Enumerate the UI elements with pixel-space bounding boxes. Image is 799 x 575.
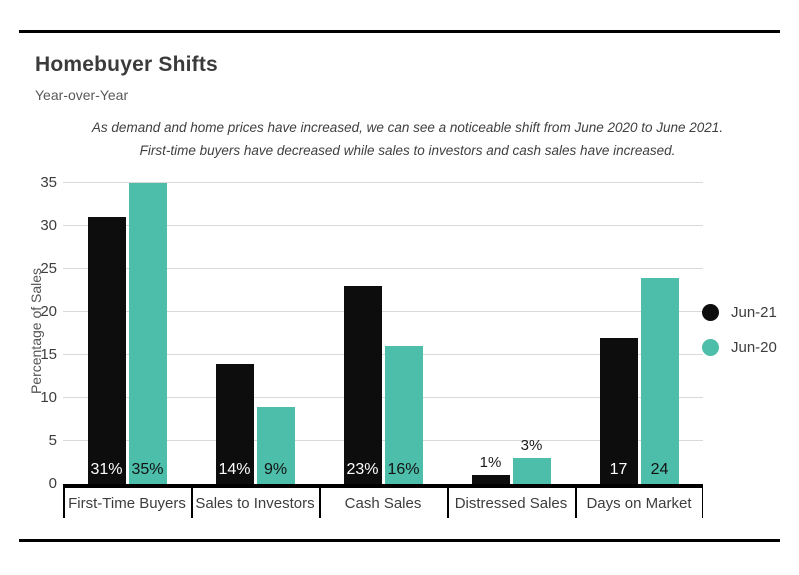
- category-label: Sales to Investors: [195, 495, 315, 512]
- y-tick-label-10: 10: [40, 389, 57, 406]
- bar-jun-20: 3%: [512, 437, 551, 484]
- legend-label: Jun-20: [731, 338, 777, 356]
- y-tick-label-20: 20: [40, 303, 57, 320]
- bar-value-label: 3%: [520, 437, 543, 455]
- y-tick-label-0: 0: [48, 475, 57, 492]
- category-label: Days on Market: [586, 495, 692, 512]
- bar-value-label: 23%: [346, 461, 379, 478]
- legend-swatch-icon: [702, 303, 719, 321]
- bar-value-label: 31%: [90, 461, 123, 478]
- legend-swatch-icon: [702, 338, 719, 356]
- plot-area: 0 5 10 15 20 25 30 35 First-Time Buyers Sales to …: [40, 175, 703, 518]
- bar-jun-20: 16%: [384, 346, 423, 484]
- bar-jun-21: 14%: [215, 363, 254, 484]
- bar-jun-21: 23%: [343, 286, 382, 484]
- annotation-line-2: First-time buyers have decreased while s…: [139, 143, 676, 158]
- y-tick-label-35: 35: [40, 174, 57, 191]
- bar-value-label: 1%: [479, 454, 502, 472]
- bar-jun-21: 1%: [471, 454, 510, 484]
- bottom-divider-rule: [19, 539, 780, 542]
- y-tick-label-30: 30: [40, 217, 57, 234]
- top-divider-rule: [19, 30, 780, 33]
- y-tick-label-5: 5: [48, 432, 57, 449]
- category-label: First-Time Buyers: [68, 495, 186, 512]
- bar-value-label: 9%: [263, 461, 288, 478]
- y-tick-label-25: 25: [40, 260, 57, 277]
- legend-item-jun-20: Jun-20: [702, 336, 777, 358]
- bar-jun-20: 35%: [128, 183, 167, 484]
- gridline-y-20: [63, 311, 703, 312]
- x-axis-separator: [575, 484, 577, 518]
- category-label: Distressed Sales: [454, 495, 568, 512]
- bar-jun-21: 17: [599, 337, 638, 484]
- bar-value-label: 35%: [131, 461, 164, 478]
- x-axis-separator: [191, 484, 193, 518]
- gridline-y-30: [63, 225, 703, 226]
- x-axis-separator: [319, 484, 321, 518]
- page-subtitle: Year-over-Year: [35, 87, 129, 103]
- y-axis-title: Percentage of Sales: [28, 267, 44, 395]
- x-axis-separator: [701, 484, 703, 518]
- bar-jun-20: 9%: [256, 406, 295, 484]
- chart-legend: Jun-21 Jun-20: [702, 301, 777, 371]
- category-label: Cash Sales: [344, 495, 422, 512]
- legend-label: Jun-21: [731, 303, 777, 321]
- gridline-y-25: [63, 268, 703, 269]
- bar-jun-21: 31%: [87, 217, 126, 484]
- gridline-y-5: [63, 440, 703, 441]
- gridline-y-10: [63, 397, 703, 398]
- bar-value-label: 16%: [387, 461, 420, 478]
- y-tick-label-15: 15: [40, 346, 57, 363]
- x-axis-separator: [447, 484, 449, 518]
- gridline-y-35: [63, 182, 703, 183]
- bar-value-label: 24: [650, 461, 669, 478]
- bar-value-label: 17: [609, 461, 628, 478]
- chart-annotation: As demand and home prices have increased…: [35, 116, 780, 162]
- page-title: Homebuyer Shifts: [35, 53, 218, 76]
- bar-value-label: 14%: [218, 461, 251, 478]
- x-axis-line: [63, 484, 703, 488]
- bar-jun-20: 24: [640, 277, 679, 484]
- annotation-line-1: As demand and home prices have increased…: [91, 120, 724, 135]
- x-axis-separator: [63, 484, 65, 518]
- legend-item-jun-21: Jun-21: [702, 301, 777, 323]
- gridline-y-15: [63, 354, 703, 355]
